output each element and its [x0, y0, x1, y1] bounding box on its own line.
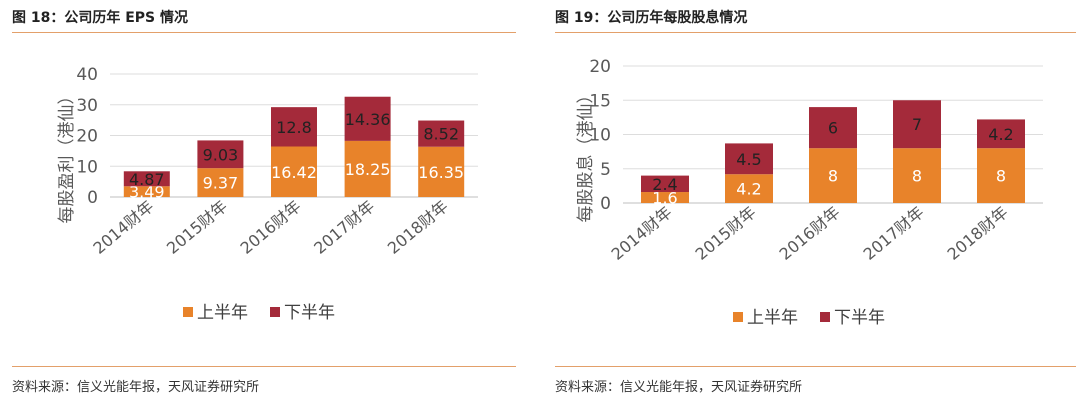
legend-label: 下半年: [834, 308, 885, 328]
x-category-label: 2017财年: [860, 203, 928, 264]
eps-chart: 0 10 20 30 40 每股盈利（港仙） 3.494.87 2014财年 9.37 9.03 2…: [57, 65, 478, 323]
y-axis-label: 每股盈利（港仙）: [57, 88, 77, 224]
bar-first-half: [641, 192, 689, 203]
bar-first-half: [809, 148, 857, 203]
bar-first-half: [725, 174, 773, 203]
data-label: 7: [912, 115, 922, 134]
data-label: 9.03: [203, 145, 239, 164]
legend-label: 下半年: [284, 303, 335, 323]
y-tick-label: 20: [589, 57, 611, 77]
bar-first-half: [123, 186, 170, 197]
data-label: 8.52: [423, 125, 459, 144]
x-category-label: 2014财年: [89, 197, 157, 258]
bar-first-half: [344, 140, 391, 197]
bar-second-half: [725, 143, 773, 175]
data-label: 4.87: [129, 170, 165, 189]
legend-swatch: [733, 312, 743, 322]
bar-first-half: [271, 146, 317, 197]
legend-swatch: [270, 307, 280, 317]
data-label: 1.6: [652, 189, 677, 208]
data-label: 16.35: [418, 163, 464, 182]
x-category-label: 2017财年: [310, 197, 378, 258]
x-category-label: 2018财年: [384, 197, 452, 258]
bar-second-half: [893, 100, 941, 149]
data-label: 4.5: [736, 150, 761, 169]
data-label: 8: [828, 167, 838, 186]
bar-second-half: [977, 119, 1025, 149]
data-label: 6: [828, 119, 838, 138]
legend-swatch: [820, 312, 830, 322]
data-label: 18.25: [345, 160, 391, 179]
bar-second-half: [197, 140, 244, 169]
y-tick-label: 5: [600, 160, 611, 180]
bar-first-half: [893, 148, 941, 203]
data-label: 2.4: [652, 175, 677, 194]
data-label: 16.42: [271, 163, 317, 182]
eps-chart-panel: 图 18：公司历年 EPS 情况 0 10 20 30 40 每股盈利（港仙） 3.49 4.…: [0, 0, 520, 405]
source-note: 资料来源：信义光能年报，天风证券研究所: [12, 380, 260, 395]
data-label: 4.2: [988, 125, 1013, 144]
bar-second-half: [809, 107, 857, 149]
legend-label: 上半年: [197, 303, 248, 323]
source-divider: [555, 366, 1076, 367]
x-category-label: 2014财年: [608, 203, 676, 264]
y-tick-label: 15: [589, 91, 611, 111]
chart-title: 图 19：公司历年每股股息情况: [555, 10, 748, 26]
y-tick-label: 20: [76, 127, 98, 147]
y-axis-label: 每股股息（港仙）: [576, 87, 596, 223]
bar-second-half: [418, 120, 465, 147]
x-category-label: 2015财年: [692, 203, 760, 264]
data-label: 3.49: [129, 183, 165, 202]
bar-second-half: [271, 107, 317, 147]
chart-title: 图 18：公司历年 EPS 情况: [12, 10, 189, 26]
legend-label: 上半年: [747, 308, 798, 328]
legend-swatch: [183, 307, 193, 317]
y-tick-label: 10: [589, 126, 611, 146]
y-tick-label: 0: [600, 194, 611, 214]
bar-second-half: [641, 175, 689, 193]
data-label: 8: [996, 167, 1006, 186]
bar-second-half: [344, 96, 391, 141]
bar-first-half: [197, 168, 244, 197]
data-label: 12.8: [276, 118, 312, 137]
dividend-chart: 0 5 10 15 20 每股股息（港仙） 1.62.4 2014财年 4.2 4.5 2015财年…: [576, 57, 1043, 328]
data-label: 4.2: [736, 180, 761, 199]
y-tick-label: 0: [87, 188, 98, 208]
source-note: 资料来源：信义光能年报，天风证券研究所: [555, 380, 803, 395]
y-tick-label: 40: [76, 65, 98, 85]
y-tick-label: 30: [76, 96, 98, 116]
bar-second-half: [123, 171, 170, 187]
y-tick-label: 10: [76, 157, 98, 177]
data-label: 14.36: [345, 110, 391, 129]
dividend-chart-panel: 图 19：公司历年每股股息情况 0 5 10 15 20 每股股息（港仙） 1.6 2.4 20…: [543, 0, 1080, 405]
source-divider: [12, 366, 516, 367]
x-category-label: 2016财年: [776, 203, 844, 264]
x-category-label: 2015财年: [163, 197, 231, 258]
data-label: 8: [912, 167, 922, 186]
bar-first-half: [977, 148, 1025, 203]
x-category-label: 2018财年: [944, 203, 1012, 264]
bar-first-half: [418, 146, 465, 197]
title-divider: [555, 32, 1076, 33]
title-divider: [12, 32, 516, 33]
x-category-label: 2016财年: [237, 197, 305, 258]
data-label: 9.37: [203, 174, 239, 193]
